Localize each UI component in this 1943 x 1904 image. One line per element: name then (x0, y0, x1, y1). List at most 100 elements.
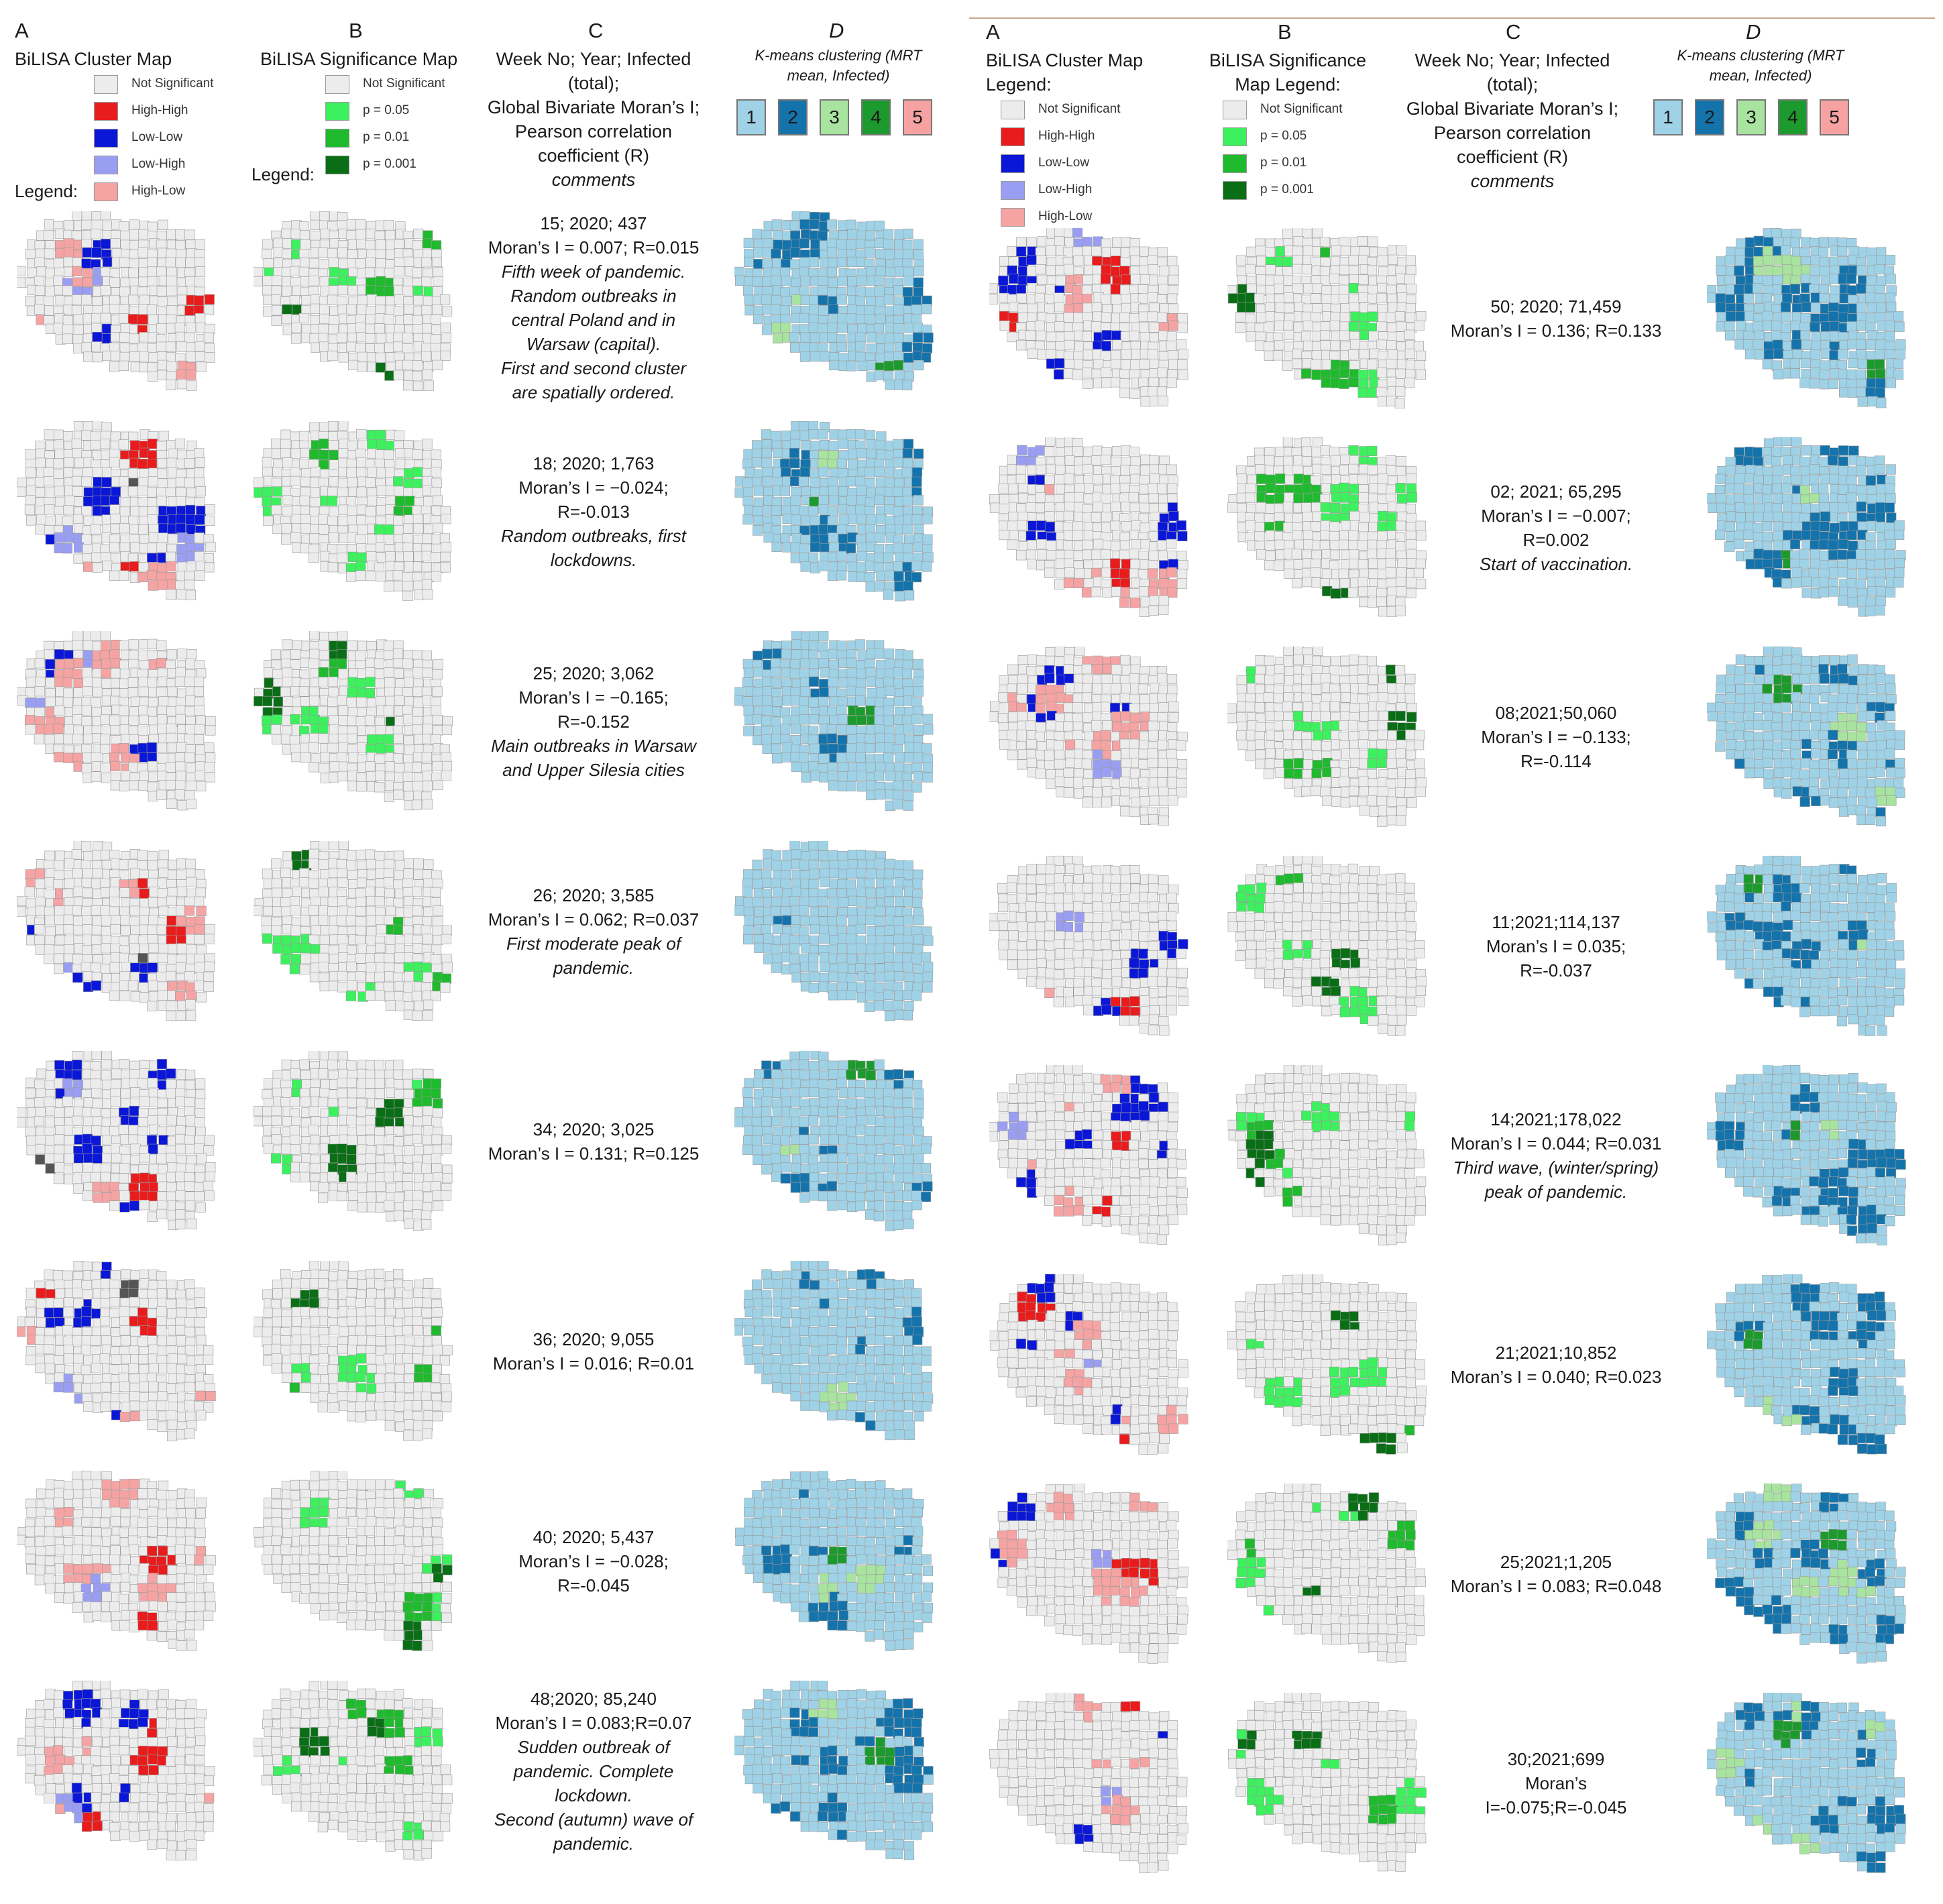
map-region (356, 457, 367, 468)
map-region (92, 687, 103, 697)
map-region (885, 333, 895, 343)
map-region (392, 1145, 404, 1156)
map-region (903, 543, 913, 554)
map-region (790, 1182, 801, 1193)
map-region (742, 897, 754, 908)
col-c-title-line: Global Bivariate Moran’s I; (487, 97, 700, 117)
map-region (355, 229, 366, 239)
map-region (254, 267, 264, 278)
map-region (137, 780, 149, 791)
map-region (205, 923, 215, 935)
map-region (799, 696, 810, 707)
legend-a-label: Legend: (15, 181, 78, 201)
map-region (289, 896, 300, 907)
map-region (195, 1390, 206, 1401)
map-region (810, 239, 821, 249)
map-region (913, 239, 924, 249)
map-region (300, 506, 311, 516)
map-region (772, 258, 783, 269)
map-region (356, 487, 367, 498)
map-region (903, 724, 914, 734)
map-region (63, 1374, 74, 1384)
map-region (338, 1262, 349, 1272)
map-region (874, 221, 885, 231)
map-region (166, 1115, 177, 1125)
map-region (365, 761, 376, 772)
map-region (262, 467, 273, 478)
map-region (404, 1336, 414, 1347)
map-region (196, 1307, 207, 1318)
map-region (54, 752, 64, 763)
map-region (431, 1163, 442, 1174)
map-region (35, 1344, 46, 1355)
map-region (414, 1337, 425, 1347)
map-region (827, 332, 838, 343)
map-region (423, 1125, 434, 1136)
map-region (423, 1372, 433, 1384)
map-region (109, 361, 120, 372)
map-region (412, 449, 423, 460)
map-region (205, 725, 216, 736)
map-region (903, 590, 915, 601)
map-region (63, 1306, 74, 1317)
map-region (421, 962, 432, 973)
map-region (34, 285, 46, 296)
map-region (384, 791, 394, 802)
map-region (799, 669, 810, 679)
map-region (64, 496, 75, 506)
map-region (366, 895, 377, 907)
map-region (855, 923, 867, 934)
map-region (338, 258, 349, 269)
map-region (25, 1355, 36, 1365)
map-region (166, 1000, 176, 1011)
map-region (357, 1182, 368, 1193)
map-region (366, 430, 378, 441)
map-region (205, 1171, 215, 1182)
map-region (355, 935, 366, 946)
map-region (82, 1289, 93, 1300)
row-comment-line: Random outbreaks, first (500, 526, 686, 546)
map-region (280, 1345, 291, 1355)
map-region (309, 714, 320, 726)
map-region (195, 1108, 205, 1119)
map-region (913, 277, 924, 288)
map-region (157, 714, 168, 725)
map-region (412, 752, 424, 763)
map-region (838, 533, 848, 545)
map-region (402, 590, 413, 602)
map-region (809, 1172, 820, 1183)
map-region (129, 1270, 141, 1281)
map-region (911, 304, 922, 315)
map-region (366, 915, 377, 926)
map-region (329, 724, 340, 735)
map-region (810, 541, 820, 553)
map-region (433, 267, 443, 278)
map-region (771, 276, 781, 286)
map-region (74, 457, 85, 468)
map-region (412, 762, 423, 773)
map-region (412, 315, 423, 326)
map-region (62, 889, 73, 899)
map-region (139, 714, 150, 725)
map-region (744, 915, 755, 926)
map-region (356, 331, 367, 343)
map-region (367, 496, 378, 506)
map-region (865, 780, 877, 791)
map-region (186, 799, 197, 809)
map-region (885, 1135, 895, 1145)
map-region (157, 981, 168, 992)
map-region (772, 696, 783, 707)
map-region (337, 1077, 347, 1088)
map-region (72, 706, 83, 716)
map-region (855, 341, 866, 352)
map-region (147, 487, 158, 498)
kmeans-map-svg (734, 841, 934, 1021)
map-region (72, 972, 83, 983)
map-region (423, 589, 433, 600)
map-region (175, 229, 186, 240)
map-region (328, 687, 339, 698)
map-region (280, 867, 291, 879)
map-region (893, 667, 903, 678)
map-region (91, 1308, 102, 1319)
map-region (743, 925, 754, 936)
